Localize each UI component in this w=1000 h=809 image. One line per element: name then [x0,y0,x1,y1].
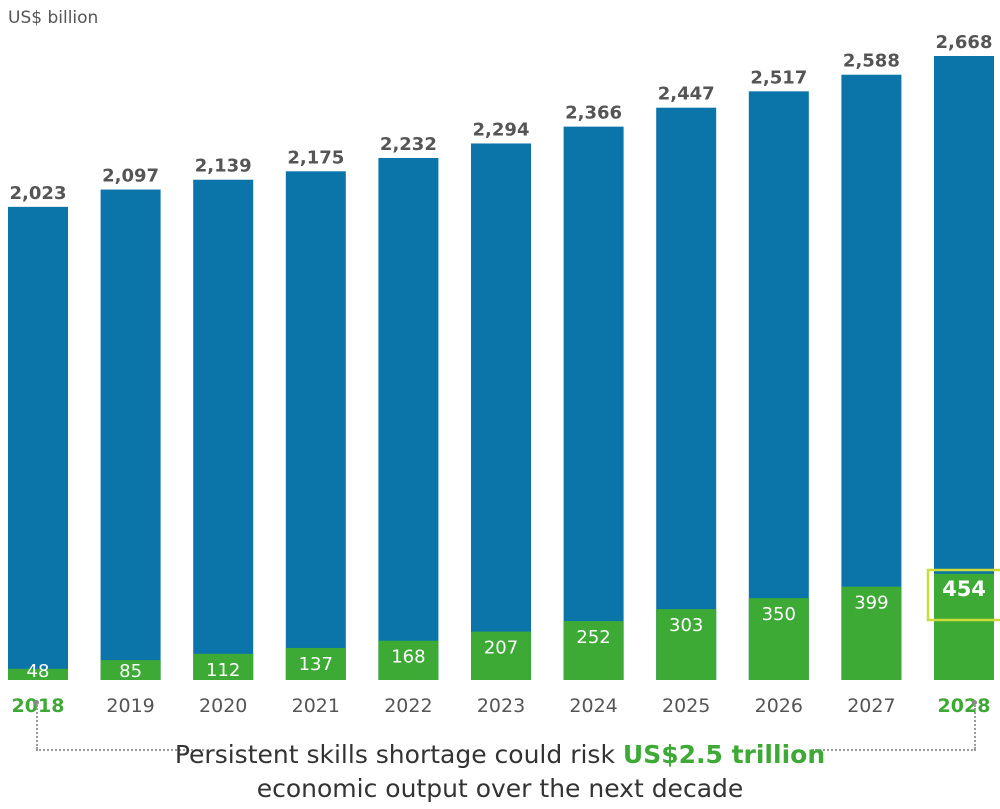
shortage-bar-2026 [748,598,809,680]
bracket-left-line [36,749,204,751]
year-label-2021: 2021 [292,695,340,717]
shortage-value-label-2019: 85 [119,661,142,682]
total-value-label-2028: 2,668 [936,32,993,53]
total-value-label-2021: 2,175 [287,147,344,168]
total-bar-2027 [841,74,902,681]
bracket-left-dot [34,700,39,705]
shortage-bar-2028 [934,573,994,680]
year-label-2018: 2018 [12,695,65,717]
caption-line-2: economic output over the next decade [256,774,744,803]
shortage-bar-2024 [563,621,624,680]
bracket-left-vertical [36,705,38,749]
total-value-label-2025: 2,447 [658,84,715,105]
shortage-bar-2027 [841,586,902,680]
highlight-box-2028 [926,568,1000,622]
total-bar-2019 [100,189,161,680]
total-value-label-2026: 2,517 [750,67,807,88]
total-bar-2024 [563,126,624,680]
shortage-value-label-2024: 252 [576,627,610,648]
shortage-bar-2025 [656,609,717,680]
caption-prefix: Persistent skills shortage could risk [174,740,615,769]
year-label-2022: 2022 [384,695,432,717]
year-label-2027: 2027 [847,695,895,717]
bracket-right-vertical [974,705,976,749]
shortage-bar-2021 [285,647,346,680]
total-bar-2018 [8,206,68,681]
shortage-value-label-2022: 168 [391,647,425,668]
total-value-label-2019: 2,097 [102,166,159,187]
total-value-label-2022: 2,232 [380,134,437,155]
unit-label: US$ billion [8,8,99,28]
shortage-value-label-2026: 350 [762,604,796,625]
total-value-label-2027: 2,588 [843,51,900,72]
shortage-bar-2022 [378,640,439,680]
bar-chart: 2,023 48 2018 2,097 85 2019 2,139 112 2020 2,175 1… [8,32,1000,717]
total-value-label-2023: 2,294 [473,119,530,140]
total-bar-2020 [193,179,254,681]
caption-highlight: US$2.5 trillion [622,740,826,769]
bracket-right-line [812,749,976,751]
shortage-bar-2023 [471,631,531,680]
total-bar-2022 [378,157,439,680]
year-label-2028: 2028 [938,695,991,717]
caption-line-1: Persistent skills shortage could risk US… [0,738,1000,772]
shortage-bar-2018 [8,668,68,680]
shortage-value-label-2021: 137 [299,654,333,675]
total-bar-2023 [471,143,531,680]
total-bar-2026 [748,91,809,680]
total-value-label-2024: 2,366 [565,103,622,124]
shortage-value-label-2025: 303 [669,615,703,636]
total-value-label-2018: 2,023 [10,183,67,204]
year-label-2020: 2020 [199,695,247,717]
shortage-bar-2020 [193,653,254,680]
year-label-2023: 2023 [477,695,525,717]
total-bar-2021 [285,171,346,680]
bracket-right-dot [972,700,977,705]
year-label-2024: 2024 [569,695,617,717]
shortage-value-label-2028: 454 [942,577,986,601]
shortage-value-label-2020: 112 [206,660,240,681]
shortage-value-label-2027: 399 [854,593,888,614]
shortage-bar-2019 [100,660,161,680]
year-label-2019: 2019 [106,695,154,717]
shortage-value-label-2023: 207 [484,638,518,659]
shortage-value-label-2018: 48 [27,661,50,682]
year-label-2026: 2026 [755,695,803,717]
caption: Persistent skills shortage could risk US… [0,738,1000,806]
total-value-label-2020: 2,139 [195,156,252,177]
total-bar-2025 [656,107,717,680]
year-label-2025: 2025 [662,695,710,717]
